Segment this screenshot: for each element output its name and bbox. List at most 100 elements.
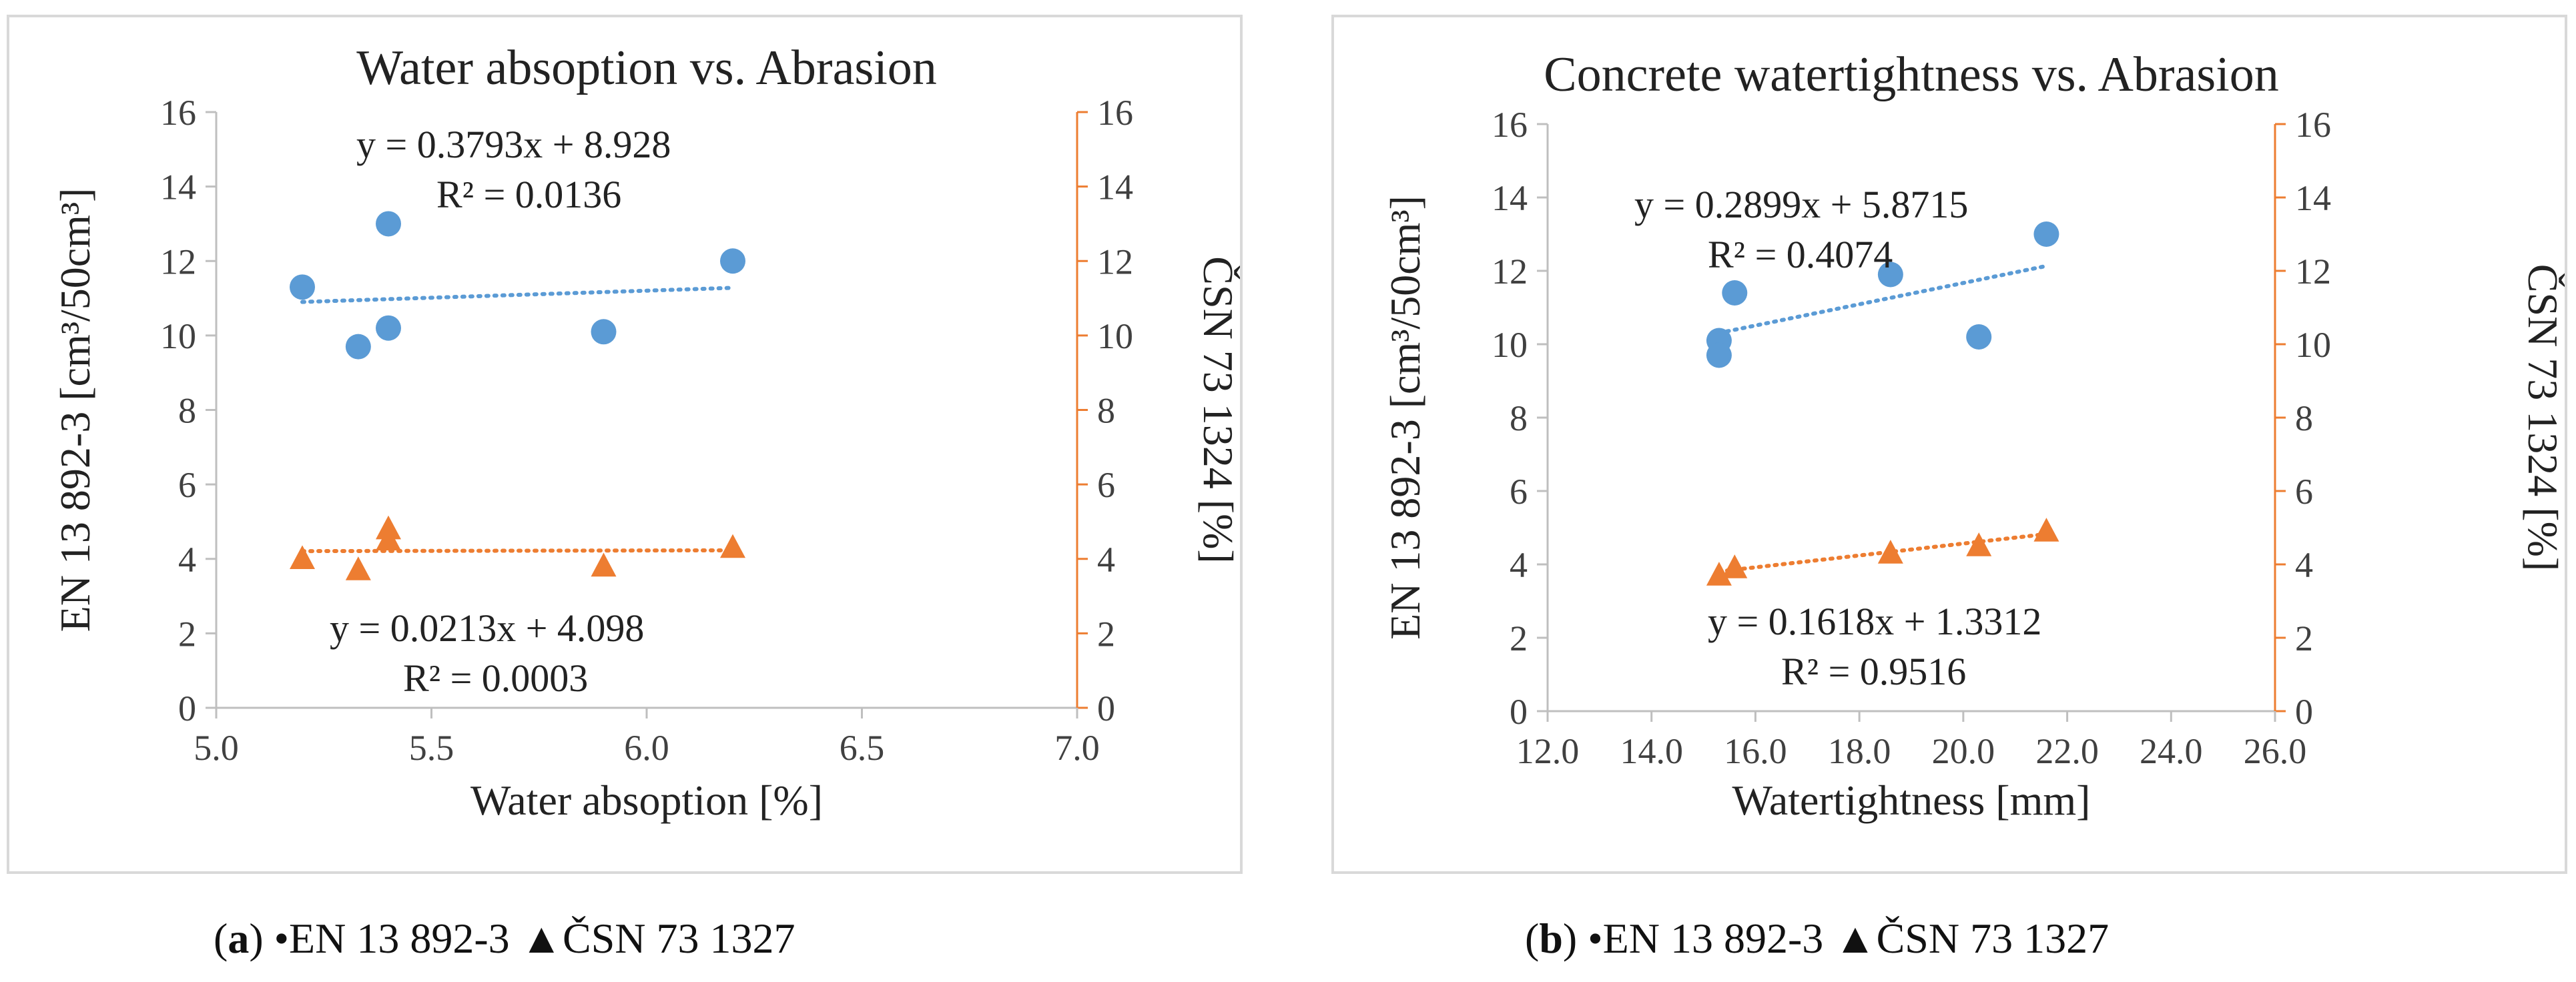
chart-a-point-triangle — [376, 526, 401, 551]
chart-b-title: Concrete watertightness vs. Abrasion — [1544, 47, 2279, 102]
chart-a-point-circle — [376, 315, 401, 341]
chart-a-xtick: 6.5 — [840, 728, 885, 768]
caption-b: (b) •EN 13 892-3 ▲ČSN 73 1327 — [1525, 915, 2110, 962]
chart-a-xtick: 6.0 — [624, 728, 669, 768]
chart-a-title: Water absoption vs. Abrasion — [356, 41, 937, 95]
chart-a-ytick-right: 0 — [1097, 688, 1115, 728]
chart-b-ytick-right: 6 — [2295, 472, 2313, 512]
chart-b-ytick-left: 14 — [1492, 178, 1528, 218]
chart-b-xtick: 16.0 — [1724, 731, 1787, 771]
chart-a-y-label-right: ČSN 73 1324 [%] — [1195, 256, 1240, 563]
chart-b-xtick: 12.0 — [1516, 731, 1580, 771]
chart-a-point-triangle — [345, 556, 371, 580]
chart-a-ytick-left: 10 — [160, 316, 196, 356]
chart-b-point-circle — [1706, 342, 1732, 368]
chart-b-ytick-left: 6 — [1510, 472, 1528, 512]
chart-a-y-label-left: EN 13 892-3 [cm³/50cm³] — [51, 188, 99, 632]
chart-b-ytick-left: 10 — [1492, 325, 1528, 365]
chart-a-equation-orange: y = 0.0213x + 4.098 — [330, 606, 644, 650]
caption-a-legend: •EN 13 892-3 ▲ČSN 73 1327 — [263, 915, 795, 962]
chart-b-ytick-left: 0 — [1510, 692, 1528, 732]
chart-a-trendline-orange — [300, 548, 735, 554]
chart-a-ytick-left: 4 — [178, 540, 196, 580]
chart-a-point-circle — [376, 211, 401, 237]
chart-b-point-circle — [2033, 221, 2059, 247]
chart-b-ytick-right: 14 — [2295, 178, 2331, 218]
chart-b-x-label: Watertightness [mm] — [1732, 777, 2091, 824]
chart-b-trendline-orange — [1716, 532, 2049, 574]
chart-a-ytick-right: 16 — [1097, 93, 1133, 133]
chart-a-xtick: 5.0 — [194, 728, 239, 768]
chart-b-xtick: 26.0 — [2244, 731, 2307, 771]
chart-b-ytick-left: 16 — [1492, 105, 1528, 145]
chart-b-point-circle — [1722, 280, 1748, 306]
chart-b-y-label-left: EN 13 892-3 [cm³/50cm³] — [1381, 195, 1429, 640]
chart-a-r2-blue: R² = 0.0136 — [436, 173, 621, 216]
chart-a-ytick-left: 16 — [160, 93, 196, 133]
chart-b-ytick-left: 2 — [1510, 618, 1528, 658]
chart-b-point-triangle — [1722, 554, 1748, 578]
chart-a-ytick-left: 12 — [160, 241, 196, 282]
chart-a-trendline-blue — [300, 286, 735, 304]
chart-a-ytick-left: 8 — [178, 391, 196, 431]
chart-a-ytick-right: 12 — [1097, 241, 1133, 282]
chart-b-xtick: 14.0 — [1620, 731, 1683, 771]
chart-b-equation-orange: y = 0.1618x + 1.3312 — [1708, 600, 2041, 643]
chart-a-point-circle — [290, 274, 315, 300]
chart-b-ytick-right: 2 — [2295, 618, 2313, 658]
caption-b-letter: b — [1539, 915, 1563, 962]
chart-a-svg: Water absoption vs. Abrasion 0 0 2 2 4 4 6 6 8 8 10… — [51, 41, 1240, 824]
chart-b-trendline-blue — [1716, 264, 2049, 336]
chart-a-point-circle — [720, 248, 745, 274]
chart-a-ytick-right: 6 — [1097, 465, 1115, 505]
chart-b-ytick-left: 8 — [1510, 398, 1528, 438]
chart-b-ytick-left: 4 — [1510, 545, 1528, 585]
chart-a-ytick-right: 8 — [1097, 391, 1115, 431]
chart-a-point-triangle — [290, 545, 315, 570]
chart-b-xtick: 20.0 — [1932, 731, 1995, 771]
chart-b-r2-orange: R² = 0.9516 — [1781, 650, 1966, 693]
chart-a-ytick-left: 14 — [160, 167, 196, 207]
chart-b-xtick: 24.0 — [2140, 731, 2203, 771]
chart-b-y-label-right: ČSN 73 1324 [%] — [2519, 264, 2565, 571]
chart-b-ytick-right: 10 — [2295, 325, 2331, 365]
chart-b-point-circle — [1877, 262, 1903, 288]
chart-a-x-label: Water absoption [%] — [470, 777, 823, 824]
chart-b-ytick-right: 12 — [2295, 252, 2331, 292]
chart-b-r2-blue: R² = 0.4074 — [1708, 233, 1893, 276]
caption-a-letter: a — [228, 915, 250, 962]
chart-b-ytick-right: 0 — [2295, 692, 2313, 732]
chart-b-ytick-right: 4 — [2295, 545, 2313, 585]
chart-a-point-triangle — [720, 534, 745, 558]
chart-a-ytick-left: 0 — [178, 688, 196, 728]
chart-a-r2-orange: R² = 0.0003 — [403, 656, 588, 700]
chart-b-xtick: 22.0 — [2035, 731, 2099, 771]
chart-b-point-triangle — [2033, 518, 2059, 542]
chart-b-ytick-left: 12 — [1492, 252, 1528, 292]
chart-a-ytick-left: 6 — [178, 465, 196, 505]
chart-a-ytick-left: 2 — [178, 614, 196, 654]
chart-a-point-circle — [345, 334, 371, 360]
caption-b-legend: •EN 13 892-3 ▲ČSN 73 1327 — [1577, 915, 2110, 962]
chart-b-equation-blue: y = 0.2899x + 5.8715 — [1634, 183, 1968, 226]
caption-a: (a) •EN 13 892-3 ▲ČSN 73 1327 — [214, 915, 795, 962]
chart-a-ytick-right: 4 — [1097, 540, 1115, 580]
chart-a-xtick: 5.5 — [409, 728, 454, 768]
chart-b-point-triangle — [1966, 532, 1992, 556]
chart-a-xtick: 7.0 — [1054, 728, 1100, 768]
chart-b-point-circle — [1966, 324, 1992, 350]
chart-a-equation-blue: y = 0.3793x + 8.928 — [356, 123, 671, 166]
chart-a-ytick-right: 2 — [1097, 614, 1115, 654]
chart-a-ytick-right: 10 — [1097, 316, 1133, 356]
chart-a-ytick-right: 14 — [1097, 167, 1133, 207]
chart-b-point-triangle — [1706, 562, 1732, 586]
chart-a-point-circle — [591, 319, 617, 345]
chart-b-ytick-right: 8 — [2295, 398, 2313, 438]
chart-panel-a: Water absoption vs. Abrasion 0 0 2 2 4 4 6 6 8 8 10… — [7, 15, 1243, 874]
chart-b-point-triangle — [1877, 540, 1903, 564]
chart-panel-b: Concrete watertightness vs. Abrasion 0 0 2 2… — [1331, 15, 2567, 874]
chart-b-xtick: 18.0 — [1828, 731, 1891, 771]
chart-b-ytick-right: 16 — [2295, 105, 2331, 145]
chart-a-point-triangle — [591, 552, 617, 577]
